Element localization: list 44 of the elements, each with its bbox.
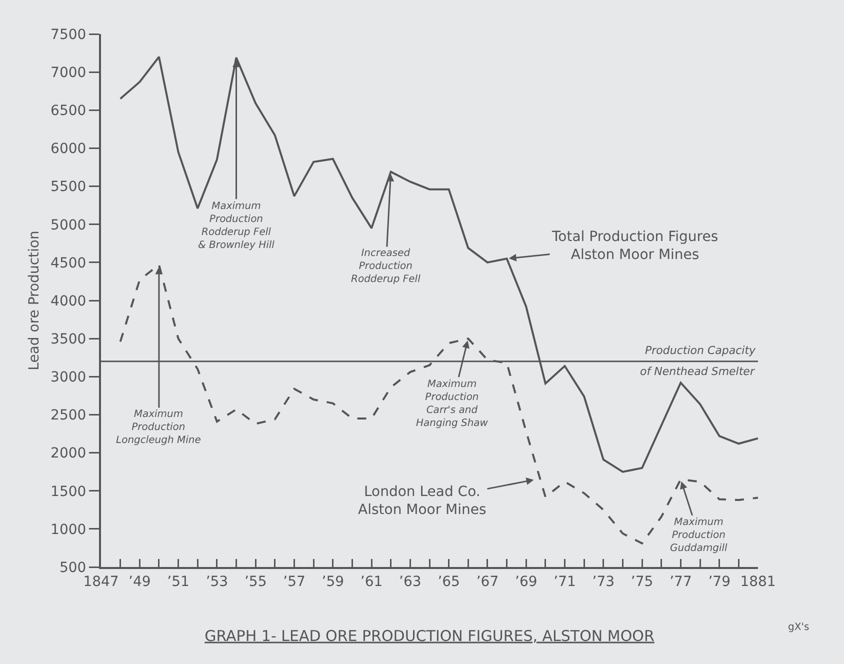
y-tick-label: 4500 xyxy=(50,255,86,272)
x-tick-label: ’59 xyxy=(322,574,344,590)
text: GRAPH 1- LEAD ORE PRODUCTION FIGURES, ALSTON MOOR xyxy=(204,626,654,645)
x-tick-label: ’51 xyxy=(167,574,190,590)
annotation: Maximum Production Rodderup Fell & Brownley Hill xyxy=(198,201,275,251)
x-tick-label: 1881 xyxy=(740,574,776,590)
y-tick-label: 2000 xyxy=(50,446,86,462)
x-tick-label: ’71 xyxy=(554,574,576,590)
x-tick-label: ’77 xyxy=(670,574,692,590)
x-tick-label: ’49 xyxy=(128,574,151,590)
x-tick-label: ’55 xyxy=(244,574,267,590)
y-tick-label: 6500 xyxy=(50,103,86,120)
annotation: Maximum Production Carr's and Hanging Shaw xyxy=(416,379,489,429)
annotation: Increased Production Rodderup Fell xyxy=(351,248,421,285)
y-tick-label: 4000 xyxy=(50,293,86,310)
annotation: Total Production Figures Alston Moor Mines xyxy=(551,229,718,264)
annotation: Maximum Production Guddamgill xyxy=(670,517,728,554)
y-tick-label: 7000 xyxy=(50,64,86,81)
x-tick-label: ’65 xyxy=(438,574,460,590)
x-tick-label: ’61 xyxy=(360,574,383,590)
x-tick-label: ’79 xyxy=(708,574,730,590)
x-tick-label: ’57 xyxy=(283,574,306,590)
y-tick-label: 3000 xyxy=(50,370,86,386)
y-axis-title: Lead ore Production xyxy=(26,230,43,370)
text: gX's xyxy=(788,622,810,633)
annotation: Maximum Production Longcleugh Mine xyxy=(116,409,201,446)
x-tick-label: 1847 xyxy=(83,574,119,590)
x-tick-label: ’73 xyxy=(592,574,615,590)
y-tick-label: 5000 xyxy=(50,217,86,234)
y-tick-label: 1000 xyxy=(50,522,86,538)
y-tick-label: 6000 xyxy=(50,141,86,158)
x-tick-label: ’67 xyxy=(476,574,499,590)
y-tick-label: 500 xyxy=(59,560,86,576)
x-tick-label: ’63 xyxy=(399,574,422,590)
x-tick-label: ’75 xyxy=(630,574,654,590)
x-tick-label: ’69 xyxy=(514,574,538,590)
ref-line-label: Production Capacity of Nenthead Smelter xyxy=(640,344,756,378)
y-tick-label: 5500 xyxy=(50,179,86,196)
y-tick-label: 1500 xyxy=(50,484,86,500)
y-tick-label: 7500 xyxy=(50,26,86,43)
y-tick-label: 3500 xyxy=(50,331,86,348)
y-tick-label: 2500 xyxy=(50,408,86,424)
annotation: London Lead Co. Alston Moor Mines xyxy=(358,484,486,518)
x-tick-label: ’53 xyxy=(206,574,228,590)
